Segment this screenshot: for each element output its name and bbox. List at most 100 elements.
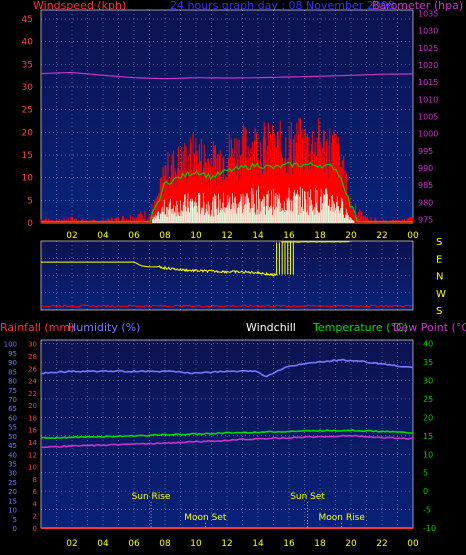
temperature-y-tick-label: 30 [423, 377, 433, 386]
humidity-y-tick-label: 25 [8, 479, 17, 487]
wind-x-tick-label: 08 [159, 231, 171, 241]
wind-y-tick-label: 45 [22, 15, 33, 25]
astronomy-annotation-label: Sun Set [290, 492, 325, 502]
compass-tick-label: N [436, 272, 443, 283]
dewpoint-line [40, 434, 413, 449]
windspeed-axis-title: Windspeed (kph) [33, 0, 126, 12]
temperature-grid [41, 340, 413, 528]
wind-x-tick-label: 00 [407, 231, 419, 241]
temperature-line [40, 429, 414, 440]
wind-x-tick-label: 02 [66, 231, 77, 241]
humidity-y-tick-label: 0 [13, 525, 17, 533]
rainfall-y-tick-label: 12 [28, 451, 37, 459]
temperature-y-tick-label: 10 [423, 450, 433, 459]
wind-y-tick-label: 15 [22, 151, 33, 161]
rainfall-y-tick-label: 8 [33, 476, 37, 484]
rainfall-y-tick-label: 0 [33, 525, 37, 533]
temperature-x-tick-label: 00 [407, 539, 419, 549]
direction-plot-area [40, 240, 414, 311]
barometer-y-tick-label: 1005 [418, 113, 438, 122]
humidity-y-tick-label: 60 [8, 414, 17, 422]
barometer-y-tick-label: 990 [418, 164, 433, 173]
humidity-y-tick-label: 30 [8, 470, 17, 478]
compass-tick-label: S [436, 237, 442, 248]
humidity-y-tick-label: 95 [8, 350, 17, 358]
humidity-y-tick-label: 85 [8, 368, 17, 376]
humidity-y-tick-label: 45 [8, 442, 17, 450]
temperature-y-tick-label: 15 [423, 432, 433, 441]
wind-y-tick-label: 10 [22, 174, 34, 184]
wind-x-tick-label: 14 [252, 231, 264, 241]
barometer-axis-title: Barometer (hpa) [372, 0, 463, 12]
rainfall-y-tick-label: 30 [28, 341, 37, 349]
rainfall-axis-title: Rainfall (mm) [0, 321, 74, 334]
temperature-x-tick-label: 16 [283, 539, 295, 549]
wind-y-tick-label: 40 [22, 38, 34, 48]
compass-tick-label: E [436, 254, 442, 265]
temperature-y-tick-label: 20 [423, 413, 433, 422]
humidity-y-tick-label: 100 [4, 341, 17, 349]
rainfall-y-tick-label: 6 [33, 488, 38, 496]
temperature-y-tick-label: 0 [423, 487, 428, 496]
barometer-line [40, 71, 413, 80]
humidity-y-tick-label: 20 [8, 488, 17, 496]
barometer-y-tick-label: 1000 [418, 130, 438, 139]
wind-direction-line [41, 261, 278, 277]
humidity-y-tick-label: 70 [8, 396, 17, 404]
wind-x-tick-label: 20 [345, 231, 357, 241]
temperature-x-tick-label: 04 [97, 539, 109, 549]
temperature-y-tick-label: -5 [423, 506, 431, 515]
rainfall-y-tick-label: 2 [33, 513, 37, 521]
humidity-y-tick-label: 50 [8, 433, 17, 441]
wind-x-tick-label: 12 [221, 231, 232, 241]
temperature-x-tick-label: 22 [376, 539, 387, 549]
wind-x-tick-label: 22 [376, 231, 387, 241]
astronomy-annotation-label: Moon Set [184, 513, 227, 523]
barometer-y-tick-label: 1015 [418, 78, 438, 87]
rainfall-y-tick-label: 16 [28, 427, 37, 435]
rainfall-y-tick-label: 10 [28, 464, 37, 472]
rainfall-y-tick-label: 28 [28, 353, 37, 361]
rainfall-y-tick-label: 14 [28, 439, 37, 447]
temperature-x-tick-label: 06 [128, 539, 140, 549]
dewpoint-axis-title: Dew Point (°C) [393, 321, 466, 334]
barometer-y-tick-label: 985 [418, 181, 433, 190]
temperature-x-tick-label: 14 [252, 539, 264, 549]
barometer-y-tick-label: 1020 [418, 61, 438, 70]
humidity-y-tick-label: 80 [8, 378, 17, 386]
humidity-y-tick-label: 40 [8, 451, 17, 459]
humidity-y-tick-label: 65 [8, 405, 17, 413]
humidity-axis-title: Humidity (%) [68, 321, 140, 334]
direction-wind-trace [40, 304, 412, 308]
temperature-x-tick-label: 08 [159, 539, 171, 549]
wind-y-tick-label: 30 [22, 83, 34, 93]
wind-x-tick-label: 06 [128, 231, 140, 241]
wind-x-tick-label: 16 [283, 231, 295, 241]
temperature-series [40, 358, 414, 529]
astronomy-annotations: Sun Rise Moon Set Sun Set Moon Rise [132, 492, 366, 528]
temperature-x-ticks: 02 04 06 08 10 12 14 16 18 20 22 00 [66, 539, 419, 549]
temperature-x-tick-label: 20 [345, 539, 357, 549]
compass-tick-label: S [436, 306, 442, 317]
temperature-x-tick-label: 12 [221, 539, 232, 549]
humidity-line [40, 358, 414, 378]
humidity-y-tick-label: 5 [13, 516, 17, 524]
windchill-label: Windchill [246, 321, 296, 334]
barometer-right-ticks: 975 980 985 990 995 1000 1005 1010 1015 1020 1025 1… [418, 9, 438, 224]
direction-series [40, 241, 412, 308]
wind-x-tick-label: 04 [97, 231, 109, 241]
temperature-y-tick-label: -10 [423, 524, 436, 533]
temperature-axis-title: Temperature (°C) [312, 321, 408, 334]
wind-direction-line-late [281, 241, 350, 243]
humidity-y-tick-label: 15 [8, 497, 17, 505]
wind-y-tick-label: 35 [22, 60, 33, 70]
wind-series [40, 71, 414, 223]
compass-tick-label: W [436, 289, 446, 300]
barometer-y-tick-label: 1025 [418, 44, 438, 53]
rainfall-y-tick-label: 26 [28, 365, 37, 373]
humidity-y-tick-label: 55 [8, 424, 17, 432]
barometer-y-tick-label: 1035 [418, 9, 438, 18]
astronomy-annotation-label: Moon Rise [319, 513, 366, 523]
